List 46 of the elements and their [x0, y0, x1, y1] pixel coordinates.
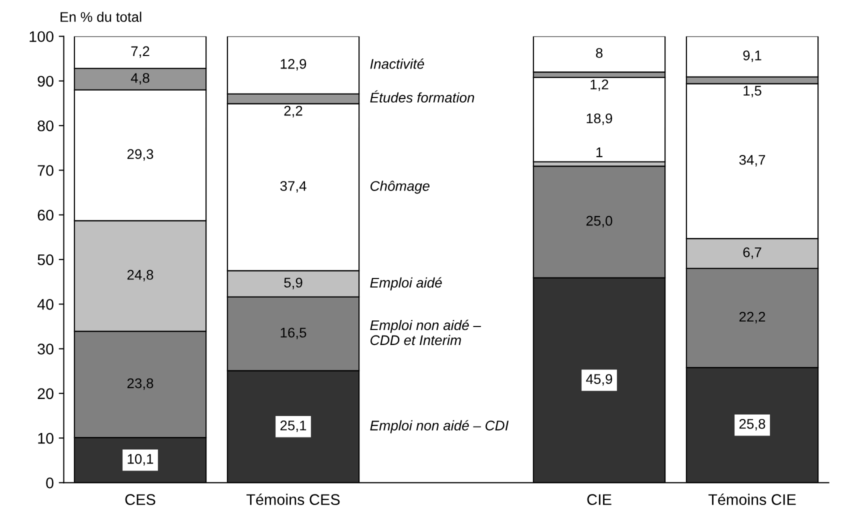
y-tick-label: 70 [38, 165, 54, 176]
data-label: 6,7 [743, 247, 762, 259]
data-label: 1,2 [590, 80, 608, 92]
series-label: Emploi non aidé – CDD et Interim [370, 320, 482, 346]
y-tick-label: 20 [38, 388, 54, 400]
data-label: 9,1 [743, 50, 762, 62]
data-label: 2,2 [284, 106, 302, 118]
y-tick-label: 40 [37, 299, 54, 310]
y-tick-label: 0 [46, 478, 54, 488]
x-tick-label: Témoins CES [246, 494, 340, 506]
x-tick-label: CES [125, 494, 156, 506]
x-tick-label: Témoins CIE [708, 494, 796, 506]
data-label: 45,9 [586, 374, 612, 386]
data-label: 10,1 [128, 454, 154, 466]
data-label: 23,8 [127, 378, 154, 390]
data-label: 34,7 [739, 154, 766, 166]
series-label: Emploi aidé [370, 277, 442, 290]
series-label: Études formation [370, 90, 474, 103]
y-tick-label: 80 [38, 120, 54, 132]
series-label: Chômage [370, 180, 430, 194]
data-label: 24,8 [127, 270, 154, 282]
data-label: 1 [596, 148, 602, 158]
y-tick-label: 30 [38, 344, 54, 354]
y-tick-label: 100 [30, 31, 54, 42]
data-label: 4,8 [130, 73, 150, 85]
data-label: 8 [596, 48, 603, 58]
data-label: 25,8 [739, 418, 766, 430]
data-label: 1,5 [744, 86, 762, 98]
data-label: 5,9 [284, 278, 302, 290]
y-tick-label: 10 [38, 432, 54, 444]
series-label: Inactivité [370, 58, 424, 69]
data-label: 12,9 [280, 59, 306, 70]
data-label: 18,9 [586, 113, 612, 125]
y-axis-title: En % du total [60, 12, 142, 22]
y-tick-label: 50 [38, 254, 54, 266]
y-tick-label: 90 [38, 76, 54, 87]
data-label: 16,5 [280, 328, 306, 340]
data-label: 25,0 [586, 216, 612, 228]
x-tick-label: CIE [587, 494, 612, 506]
data-label: 7,2 [131, 46, 150, 58]
series-label: Emploi non aidé – CDI [370, 420, 509, 434]
data-label: 25,1 [280, 420, 306, 432]
data-label: 22,2 [739, 312, 766, 324]
data-label: 29,3 [127, 149, 154, 161]
y-tick-label: 60 [38, 210, 54, 221]
data-label: 37,4 [280, 181, 306, 193]
